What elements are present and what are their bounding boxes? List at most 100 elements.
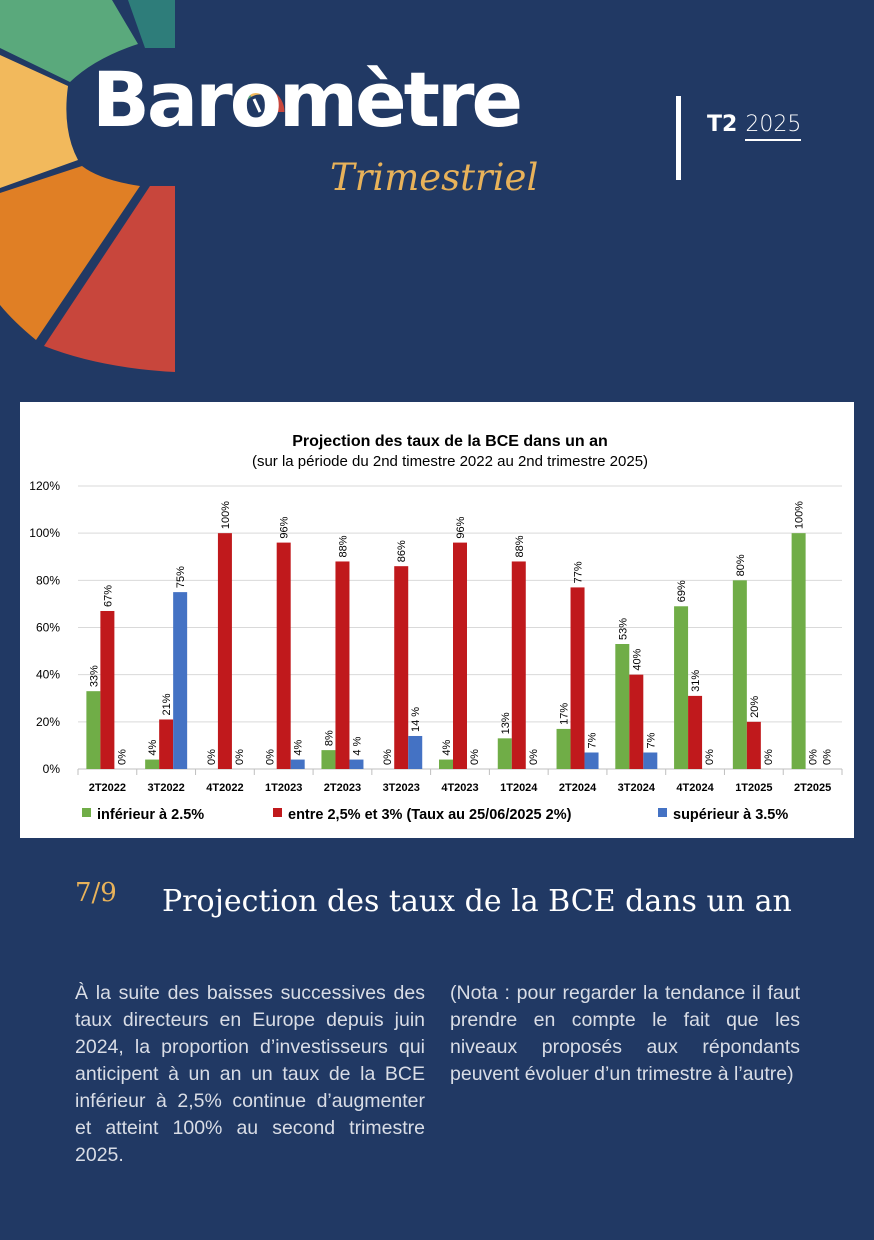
x-tick-label: 3T2023 xyxy=(383,782,420,794)
bar xyxy=(290,759,305,769)
data-label: 96% xyxy=(279,516,291,538)
bar xyxy=(439,759,453,769)
bar xyxy=(349,759,364,769)
data-label: 0% xyxy=(528,749,540,765)
data-label: 88% xyxy=(337,535,349,557)
data-label: 86% xyxy=(396,540,408,562)
legend-swatch xyxy=(82,808,91,817)
x-tick-label: 1T2023 xyxy=(265,782,302,794)
data-label: 7% xyxy=(645,732,657,748)
petal-teal xyxy=(128,0,175,48)
x-tick-label: 3T2022 xyxy=(147,782,184,794)
data-label: 0% xyxy=(704,749,716,765)
bar xyxy=(453,542,467,769)
bar xyxy=(629,674,644,769)
x-tick-label: 2T2024 xyxy=(559,782,597,794)
bar xyxy=(335,561,350,769)
data-label: 17% xyxy=(559,703,571,725)
data-label: 13% xyxy=(500,712,512,734)
body-paragraph-right: (Nota : pour regarder la tendance il fau… xyxy=(450,982,800,1085)
issue-year: 2025 xyxy=(745,112,802,141)
data-label: 75% xyxy=(175,566,187,588)
petal-red xyxy=(44,186,175,372)
brand-title: Baromètre xyxy=(92,55,523,144)
bar xyxy=(145,759,160,769)
petal-green xyxy=(0,0,138,82)
section-title: Projection des taux de la BCE dans un an xyxy=(162,884,792,919)
chart-subtitle: (sur la période du 2nd timestre 2022 au … xyxy=(252,453,648,470)
data-label: 14 % xyxy=(410,707,422,732)
section-number: 7/9 xyxy=(75,878,117,908)
decorative-logo-petals xyxy=(0,0,285,372)
data-label: 40% xyxy=(631,648,643,670)
legend-label: inférieur à 2.5% xyxy=(97,807,204,823)
data-label: 0% xyxy=(116,749,128,765)
data-label: 7% xyxy=(587,732,599,748)
bar xyxy=(511,561,526,769)
data-label: 0% xyxy=(822,749,834,765)
bar xyxy=(643,752,658,769)
brand-subtitle: Trimestriel xyxy=(330,156,539,199)
bar xyxy=(321,750,336,769)
legend-label: supérieur à 3.5% xyxy=(673,807,788,823)
data-label: 0% xyxy=(382,749,394,765)
data-label: 4 % xyxy=(351,736,363,755)
y-tick-label: 80% xyxy=(36,573,60,587)
bar xyxy=(173,592,188,769)
data-label: 21% xyxy=(161,693,173,715)
data-label: 8% xyxy=(323,730,335,746)
bar xyxy=(497,738,512,769)
data-label: 96% xyxy=(455,516,467,538)
bar xyxy=(217,533,232,769)
bar xyxy=(732,580,747,769)
y-tick-label: 40% xyxy=(36,668,60,682)
data-label: 0% xyxy=(763,749,775,765)
x-tick-label: 1T2024 xyxy=(500,782,538,794)
data-label: 67% xyxy=(102,585,114,607)
y-tick-label: 0% xyxy=(43,762,61,776)
data-label: 53% xyxy=(617,618,629,640)
data-label: 100% xyxy=(220,501,232,529)
bar xyxy=(688,695,703,769)
data-label: 0% xyxy=(234,749,246,765)
data-label: 0% xyxy=(265,749,277,765)
x-tick-label: 4T2024 xyxy=(676,782,714,794)
bar xyxy=(615,644,630,769)
bar xyxy=(408,735,423,769)
data-label: 100% xyxy=(794,501,806,529)
data-label: 0% xyxy=(808,749,820,765)
chart-title: Projection des taux de la BCE dans un an xyxy=(292,433,608,450)
y-tick-label: 20% xyxy=(36,715,60,729)
chart-panel: Projection des taux de la BCE dans un an… xyxy=(20,402,854,838)
bar xyxy=(746,721,761,769)
issue-label: T2 2025 xyxy=(707,112,802,141)
x-tick-label: 4T2023 xyxy=(441,782,478,794)
header-divider xyxy=(676,96,681,180)
data-label: 88% xyxy=(514,535,526,557)
y-tick-label: 60% xyxy=(36,621,60,635)
petal-yellow xyxy=(0,55,78,188)
gauge-icon xyxy=(235,87,285,113)
y-tick-label: 120% xyxy=(29,479,60,493)
x-tick-label: 2T2022 xyxy=(89,782,126,794)
legend-swatch xyxy=(273,808,282,817)
bar xyxy=(276,542,291,769)
data-label: 33% xyxy=(88,665,100,687)
bar xyxy=(791,533,806,769)
x-tick-label: 3T2024 xyxy=(618,782,656,794)
bar xyxy=(674,606,689,769)
petal-orange xyxy=(0,166,140,340)
issue-quarter: T2 xyxy=(707,112,738,137)
x-tick-label: 4T2022 xyxy=(206,782,243,794)
bar xyxy=(100,610,115,769)
legend-label: entre 2,5% et 3% (Taux au 25/06/2025 2%) xyxy=(288,807,572,823)
data-label: 4% xyxy=(441,739,453,755)
bar xyxy=(570,587,585,769)
data-label: 0% xyxy=(206,749,218,765)
data-label: 0% xyxy=(469,749,481,765)
legend-swatch xyxy=(658,808,667,817)
y-tick-label: 100% xyxy=(29,526,60,540)
bar xyxy=(584,752,599,769)
body-paragraph-left: À la suite des baisses successives des t… xyxy=(75,982,425,1166)
bar-chart: Projection des taux de la BCE dans un an… xyxy=(29,433,843,823)
